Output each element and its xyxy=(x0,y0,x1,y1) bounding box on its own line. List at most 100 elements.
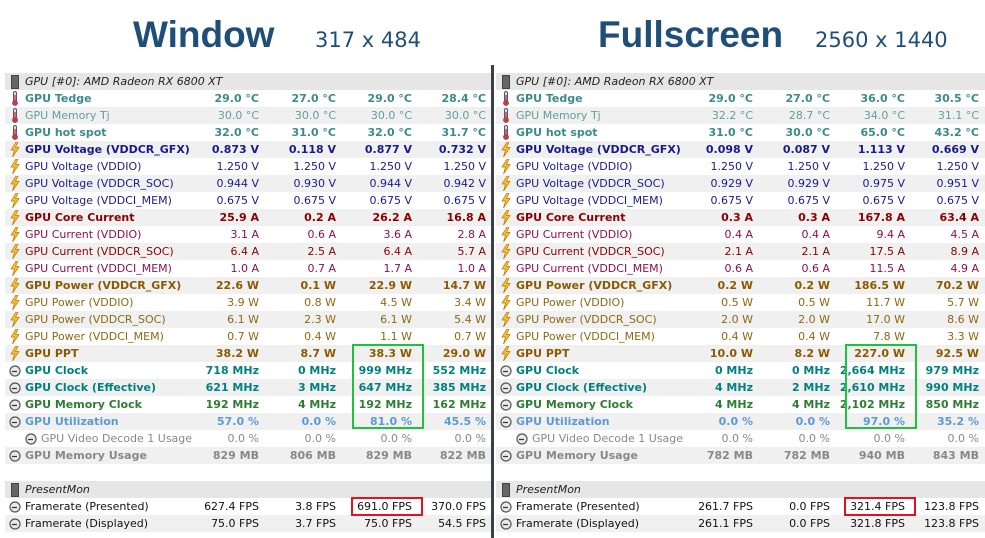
minimum-value: 0.4 W xyxy=(798,330,830,343)
sensor-row[interactable]: GPU Clock 718 MHz 0 MHz 999 MHz 552 MHz xyxy=(5,362,491,379)
sensor-row[interactable]: GPU Current (VDDCR_SOC) 2.1 A 2.1 A 17.5 A 8… xyxy=(496,243,985,260)
thermometer-icon xyxy=(8,91,22,106)
sensor-row[interactable]: GPU Memory Clock 4 MHz 4 MHz 2,102 MHz 850 M… xyxy=(496,396,985,413)
sensor-row[interactable]: GPU Utilization 0.0 % 0.0 % 97.0 % 35.2 % xyxy=(496,413,985,430)
fullscreen-resolution: 2560 x 1440 xyxy=(815,28,948,52)
minimum-value: 0.675 V xyxy=(787,194,830,207)
maximum-value: 227.0 W xyxy=(854,347,905,360)
sensor-label: GPU hot spot xyxy=(25,126,107,139)
sensor-label: Framerate (Displayed) xyxy=(25,517,148,530)
sensor-row[interactable]: GPU Voltage (VDDCR_GFX) 0.098 V 0.087 V 1.1… xyxy=(496,141,985,158)
average-value: 3.3 W xyxy=(947,330,979,343)
average-value: 0.7 W xyxy=(454,330,486,343)
maximum-value: 11.7 W xyxy=(866,296,905,309)
maximum-value: 6.4 A xyxy=(383,245,412,258)
sensor-row[interactable]: GPU Core Current 0.3 A 0.3 A 167.8 A 63.4 A xyxy=(496,209,985,226)
sensor-row[interactable]: GPU Core Current 25.9 A 0.2 A 26.2 A 16.8 A xyxy=(5,209,491,226)
sensor-row[interactable]: GPU Clock (Effective) 4 MHz 2 MHz 2,610 MHz… xyxy=(496,379,985,396)
sensor-row[interactable]: GPU Voltage (VDDCI_MEM) 0.675 V 0.675 V 0.6… xyxy=(5,192,491,209)
maximum-value: 17.0 W xyxy=(866,313,905,326)
sensor-row[interactable]: GPU Power (VDDCR_SOC) 2.0 W 2.0 W 17.0 W 8.6… xyxy=(496,311,985,328)
sensor-row[interactable]: GPU PPT 10.0 W 8.2 W 227.0 W 92.5 W xyxy=(496,345,985,362)
current-value: 0.929 V xyxy=(710,177,753,190)
sensor-label: GPU Memory Clock xyxy=(516,398,633,411)
sensor-row[interactable]: GPU hot spot 32.0 °C 31.0 °C 32.0 °C 31.7 °C xyxy=(5,124,491,141)
current-value: 0.2 W xyxy=(717,279,753,292)
minimum-value: 0.0 % xyxy=(301,415,336,428)
sensor-row[interactable]: GPU Current (VDDCR_SOC) 6.4 A 2.5 A 6.4 A 5.… xyxy=(5,243,491,260)
maximum-value: 22.9 W xyxy=(368,279,412,292)
average-value: 28.4 °C xyxy=(441,92,486,105)
maximum-value: 1.1 W xyxy=(380,330,412,343)
sensor-row[interactable]: GPU Voltage (VDDCR_SOC) 0.944 V 0.930 V 0.9… xyxy=(5,175,491,192)
framerate-row[interactable]: Framerate (Presented) 627.4 FPS 3.8 FPS 691… xyxy=(5,498,491,515)
maximum-value: 0.877 V xyxy=(364,143,412,156)
average-value: 31.1 °C xyxy=(937,109,979,122)
sensor-row[interactable]: GPU Memory Clock 192 MHz 4 MHz 192 MHz 162 M… xyxy=(5,396,491,413)
sensor-row[interactable]: GPU Voltage (VDDIO) 1.250 V 1.250 V 1.250 V… xyxy=(496,158,985,175)
thermometer-icon xyxy=(8,108,22,123)
clock-icon xyxy=(24,431,38,446)
maximum-value: 29.0 °C xyxy=(367,92,412,105)
sensor-row[interactable]: GPU Video Decode 1 Usage 0.0 % 0.0 % 0.0 % 0… xyxy=(5,430,491,447)
sensor-row[interactable]: GPU Voltage (VDDCI_MEM) 0.675 V 0.675 V 0.6… xyxy=(496,192,985,209)
maximum-value: 1.113 V xyxy=(857,143,905,156)
maximum-value: 1.7 A xyxy=(383,262,412,275)
sensor-row[interactable]: GPU Current (VDDCI_MEM) 1.0 A 0.7 A 1.7 A 1.… xyxy=(5,260,491,277)
lightning-icon xyxy=(499,278,513,293)
current-value: 0.675 V xyxy=(710,194,753,207)
minimum-value: 3 MHz xyxy=(297,381,336,394)
sensor-row[interactable]: GPU Tedge 29.0 °C 27.0 °C 29.0 °C 28.4 °C xyxy=(5,90,491,107)
sensor-row[interactable]: GPU Utilization 57.0 % 0.0 % 81.0 % 45.5 % xyxy=(5,413,491,430)
sensor-row[interactable]: GPU Voltage (VDDIO) 1.250 V 1.250 V 1.250 V… xyxy=(5,158,491,175)
sensor-row[interactable]: GPU Memory Tj 30.0 °C 30.0 °C 30.0 °C 30.0 °… xyxy=(5,107,491,124)
framerate-row[interactable]: Framerate (Displayed) 75.0 FPS 3.7 FPS 75.0… xyxy=(5,515,491,532)
current-value: 2.1 A xyxy=(724,245,753,258)
sensor-label: GPU Core Current xyxy=(25,211,135,224)
gpu-section-header[interactable]: GPU [#0]: AMD Radeon RX 6800 XT xyxy=(496,73,985,90)
framerate-row[interactable]: Framerate (Presented) 261.7 FPS 0.0 FPS 321… xyxy=(496,498,985,515)
minimum-value: 0.4 A xyxy=(801,228,830,241)
sensor-row[interactable]: GPU Current (VDDIO) 3.1 A 0.6 A 3.6 A 2.8 A xyxy=(5,226,491,243)
sensor-row[interactable]: GPU Current (VDDIO) 0.4 A 0.4 A 9.4 A 4.5 A xyxy=(496,226,985,243)
sensor-row[interactable]: GPU hot spot 31.0 °C 30.0 °C 65.0 °C 43.2 °C xyxy=(496,124,985,141)
current-value: 782 MB xyxy=(706,449,753,462)
sensor-row[interactable]: GPU Current (VDDCI_MEM) 0.6 A 0.6 A 11.5 A 4… xyxy=(496,260,985,277)
sensor-row[interactable]: GPU Power (VDDIO) 3.9 W 0.8 W 4.5 W 3.4 W xyxy=(5,294,491,311)
average-value: 1.250 V xyxy=(443,160,486,173)
sensor-row[interactable]: GPU Power (VDDIO) 0.5 W 0.5 W 11.7 W 5.7 W xyxy=(496,294,985,311)
gpu-section-header[interactable]: GPU [#0]: AMD Radeon RX 6800 XT xyxy=(5,73,491,90)
highlight-box-red xyxy=(351,497,423,516)
sensor-row[interactable]: GPU Tedge 29.0 °C 27.0 °C 36.0 °C 30.5 °C xyxy=(496,90,985,107)
sensor-row[interactable]: GPU Power (VDDCI_MEM) 0.7 W 0.4 W 1.1 W 0.7 … xyxy=(5,328,491,345)
presentmon-section-header[interactable]: PresentMon xyxy=(5,481,491,498)
sensor-row[interactable]: GPU Clock (Effective) 621 MHz 3 MHz 647 MHz… xyxy=(5,379,491,396)
sensor-row[interactable]: GPU Power (VDDCR_GFX) 22.6 W 0.1 W 22.9 W 14… xyxy=(5,277,491,294)
sensor-row[interactable]: GPU Power (VDDCI_MEM) 0.4 W 0.4 W 7.8 W 3.3 … xyxy=(496,328,985,345)
presentmon-section-header[interactable]: PresentMon xyxy=(496,481,985,498)
current-value: 0.944 V xyxy=(216,177,259,190)
sensor-row[interactable]: GPU Voltage (VDDCR_SOC) 0.929 V 0.929 V 0.9… xyxy=(496,175,985,192)
sensor-row[interactable]: GPU Voltage (VDDCR_GFX) 0.873 V 0.118 V 0.8… xyxy=(5,141,491,158)
framerate-row[interactable]: Framerate (Displayed) 261.1 FPS 0.0 FPS 321… xyxy=(496,515,985,532)
current-value: 29.0 °C xyxy=(708,92,753,105)
sensor-row[interactable]: GPU Video Decode 1 Usage 0.0 % 0.0 % 0.0 % 0… xyxy=(496,430,985,447)
current-value: 4 MHz xyxy=(714,381,753,394)
current-value: 0.0 % xyxy=(721,432,753,445)
sensor-label: GPU Memory Clock xyxy=(25,398,142,411)
sensor-row[interactable]: GPU Memory Tj 32.2 °C 28.7 °C 34.0 °C 31.1 °… xyxy=(496,107,985,124)
sensor-row[interactable]: GPU PPT 38.2 W 8.7 W 38.3 W 29.0 W xyxy=(5,345,491,362)
thermometer-icon xyxy=(8,125,22,140)
sensor-label: GPU Voltage (VDDCR_SOC) xyxy=(516,177,665,190)
sensor-label: GPU Power (VDDCI_MEM) xyxy=(516,330,655,343)
sensor-row[interactable]: GPU Power (VDDCR_GFX) 0.2 W 0.2 W 186.5 W 70… xyxy=(496,277,985,294)
minimum-value: 0.118 V xyxy=(288,143,336,156)
sensor-row[interactable]: GPU Power (VDDCR_SOC) 6.1 W 2.3 W 6.1 W 5.4 … xyxy=(5,311,491,328)
average-value: 850 MHz xyxy=(925,398,979,411)
sensor-label: Framerate (Presented) xyxy=(516,500,640,513)
sensor-row[interactable]: GPU Clock 0 MHz 0 MHz 2,664 MHz 979 MHz xyxy=(496,362,985,379)
clock-icon xyxy=(499,414,513,429)
lightning-icon xyxy=(8,210,22,225)
sensor-row[interactable]: GPU Memory Usage 829 MB 806 MB 829 MB 822 MB xyxy=(5,447,491,464)
sensor-row[interactable]: GPU Memory Usage 782 MB 782 MB 940 MB 843 MB xyxy=(496,447,985,464)
